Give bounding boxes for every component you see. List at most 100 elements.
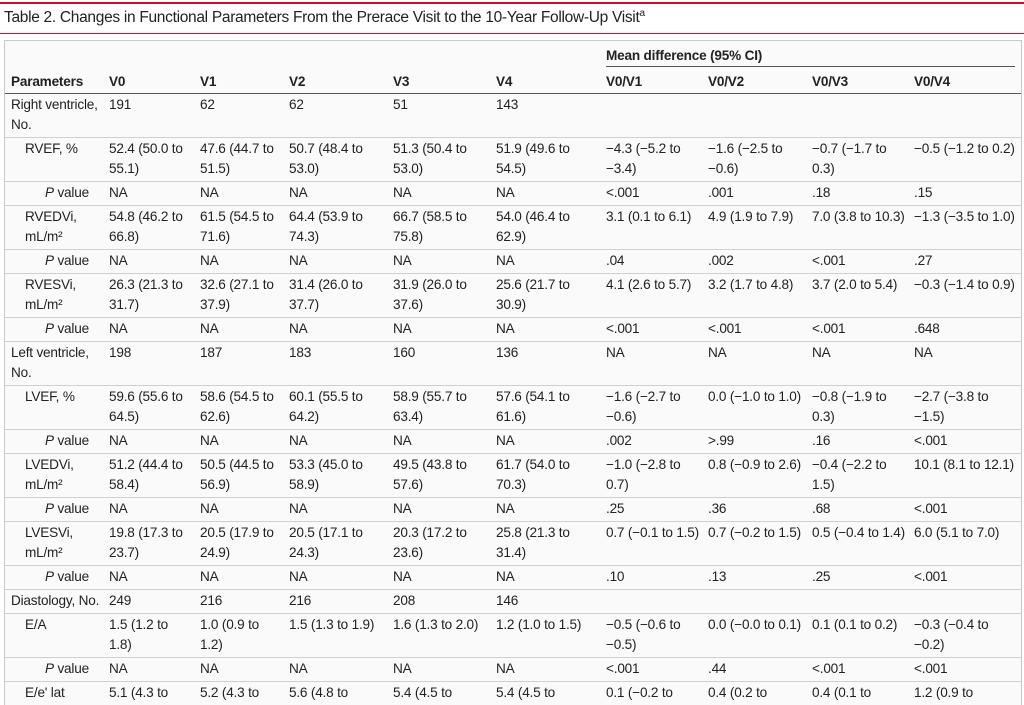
cell: NA (393, 318, 496, 342)
cell: 216 (289, 590, 393, 614)
p-label: value (57, 569, 89, 584)
cell: NA (200, 250, 289, 274)
cell: .04 (606, 250, 708, 274)
title-note: a (639, 8, 644, 19)
cell: NA (914, 342, 1021, 386)
cell: −0.5 (−0.6 to −0.5) (606, 614, 708, 658)
row-label: RVEDVi, mL/m² (5, 206, 109, 250)
cell: 5.4 (4.5 to (393, 682, 496, 705)
row-label: Diastology, No. (5, 590, 109, 614)
cell: 20.5 (17.9 to 24.9) (200, 522, 289, 566)
cell: NA (812, 342, 914, 386)
cell: NA (289, 498, 393, 522)
cell: 31.4 (26.0 to 37.7) (289, 274, 393, 318)
cell: NA (289, 250, 393, 274)
group-header-row: Mean difference (95% CI) (5, 41, 1021, 70)
cell: NA (289, 182, 393, 206)
cell: <.001 (914, 430, 1021, 454)
empty-cell (606, 94, 708, 138)
cell: 183 (289, 342, 393, 386)
cell: NA (200, 430, 289, 454)
empty-cell (914, 94, 1021, 138)
cell: NA (289, 318, 393, 342)
cell: .27 (914, 250, 1021, 274)
cell: 191 (109, 94, 200, 138)
cell: NA (496, 430, 606, 454)
table-title: Table 2. Changes in Functional Parameter… (4, 8, 645, 27)
cell: 198 (109, 342, 200, 386)
empty-cell (708, 94, 812, 138)
cell: 4.9 (1.9 to 7.9) (708, 206, 812, 250)
cell: 0.7 (−0.2 to 1.5) (708, 522, 812, 566)
row-label: LVESVi, mL/m² (5, 522, 109, 566)
row-label: P value (5, 658, 109, 682)
cell: 25.6 (21.7 to 30.9) (496, 274, 606, 318)
cell: 62 (200, 94, 289, 138)
cell: 53.3 (45.0 to 58.9) (289, 454, 393, 498)
cell: 6.0 (5.1 to 7.0) (914, 522, 1021, 566)
row-label: P value (5, 182, 109, 206)
cell: NA (393, 566, 496, 590)
cell: >.99 (708, 430, 812, 454)
row-label: Left ventricle, No. (5, 342, 109, 386)
cell: .18 (812, 182, 914, 206)
title-text: Table 2. Changes in Functional Parameter… (4, 9, 639, 26)
cell: 5.4 (4.5 to (496, 682, 606, 705)
p-label: value (57, 321, 89, 336)
cell: 5.2 (4.3 to (200, 682, 289, 705)
cell: 50.5 (44.5 to 56.9) (200, 454, 289, 498)
p-label: value (57, 433, 89, 448)
cell: NA (606, 342, 708, 386)
cell: 1.5 (1.3 to 1.9) (289, 614, 393, 658)
p-label-italic: P (45, 433, 54, 448)
row-label: P value (5, 318, 109, 342)
cell: 0.0 (−1.0 to 1.0) (708, 386, 812, 430)
cell: NA (200, 498, 289, 522)
cell: NA (109, 318, 200, 342)
row-label: P value (5, 430, 109, 454)
cell: 10.1 (8.1 to 12.1) (914, 454, 1021, 498)
row-label: P value (5, 498, 109, 522)
cell: <.001 (606, 318, 708, 342)
cell: 31.9 (26.0 to 37.6) (393, 274, 496, 318)
cell: NA (289, 566, 393, 590)
cell: .16 (812, 430, 914, 454)
cell: −1.6 (−2.5 to −0.6) (708, 138, 812, 182)
cell: .25 (812, 566, 914, 590)
cell: NA (393, 182, 496, 206)
empty-cell (812, 94, 914, 138)
cell: NA (109, 182, 200, 206)
cell: 58.9 (55.7 to 63.4) (393, 386, 496, 430)
cell: .15 (914, 182, 1021, 206)
cell: 50.7 (48.4 to 53.0) (289, 138, 393, 182)
cell: 32.6 (27.1 to 37.9) (200, 274, 289, 318)
cell: 19.8 (17.3 to 23.7) (109, 522, 200, 566)
cell: NA (289, 430, 393, 454)
p-label: value (57, 185, 89, 200)
cell: 0.1 (−0.2 to (606, 682, 708, 705)
cell: 0.7 (−0.1 to 1.5) (606, 522, 708, 566)
cell: 51.9 (49.6 to 54.5) (496, 138, 606, 182)
measure-row: LVEF, %59.6 (55.6 to 64.5)58.6 (54.5 to … (5, 386, 1021, 430)
cell: .002 (606, 430, 708, 454)
cell: NA (200, 318, 289, 342)
top-rule (0, 2, 1024, 4)
empty-cell (914, 590, 1021, 614)
cell: 187 (200, 342, 289, 386)
cell: 3.2 (1.7 to 4.8) (708, 274, 812, 318)
cell: 51.2 (44.4 to 58.4) (109, 454, 200, 498)
cell: −0.5 (−1.2 to 0.2) (914, 138, 1021, 182)
column-header: V0/V1 (606, 70, 708, 94)
column-header: V2 (289, 70, 393, 94)
cell: NA (109, 430, 200, 454)
p-label-italic: P (45, 501, 54, 516)
cell: 0.5 (−0.4 to 1.4) (812, 522, 914, 566)
